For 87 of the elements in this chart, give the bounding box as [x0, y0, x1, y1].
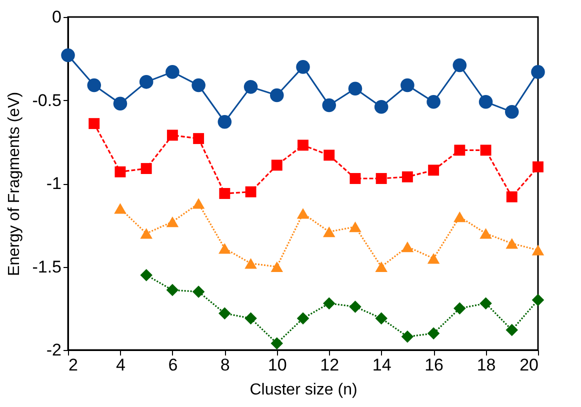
point	[349, 300, 362, 313]
point	[218, 307, 231, 320]
point	[401, 241, 414, 252]
point	[192, 198, 205, 209]
point	[532, 294, 544, 306]
point	[166, 65, 180, 79]
point	[296, 60, 310, 74]
point	[375, 312, 388, 324]
x-tick-label: 12	[320, 356, 340, 374]
x-tick-label: 16	[424, 356, 444, 374]
point	[139, 75, 154, 89]
point	[478, 95, 493, 109]
point	[454, 144, 466, 156]
point	[244, 312, 257, 324]
point	[218, 115, 232, 129]
point	[454, 211, 466, 222]
point	[114, 203, 126, 214]
y-tick-label: 0	[52, 8, 62, 26]
point	[480, 144, 492, 156]
point	[480, 297, 492, 310]
y-axis-title: Energy of Fragments (eV)	[6, 92, 24, 276]
point	[193, 133, 204, 144]
point	[166, 284, 179, 296]
y-tick-label: -1	[46, 174, 62, 193]
point	[374, 100, 388, 114]
point	[219, 188, 230, 199]
x-tick-label: 20	[520, 356, 538, 374]
x-tick-label: 2	[68, 356, 78, 374]
point	[401, 330, 414, 343]
point	[454, 302, 466, 314]
point	[296, 312, 310, 324]
point	[166, 130, 178, 141]
point	[531, 65, 545, 79]
point	[452, 58, 467, 72]
point	[140, 268, 152, 282]
point	[87, 78, 102, 92]
x-tick-label: 4	[116, 356, 126, 374]
point	[271, 160, 282, 171]
point	[270, 88, 284, 102]
point	[400, 78, 414, 92]
point	[322, 226, 336, 238]
point	[506, 191, 518, 202]
point	[348, 82, 362, 96]
x-tick-label: 8	[220, 356, 230, 374]
point	[113, 96, 128, 110]
point	[322, 98, 336, 112]
point	[140, 228, 152, 239]
point	[88, 118, 100, 130]
point	[61, 48, 75, 62]
point	[504, 105, 519, 119]
point	[140, 163, 152, 174]
y-tick-label: -2	[46, 340, 62, 360]
point	[324, 150, 335, 161]
x-tick-label: 14	[372, 356, 392, 374]
point	[244, 258, 257, 269]
point	[298, 140, 308, 151]
point	[244, 80, 258, 94]
x-tick-label: 6	[168, 356, 178, 374]
point	[218, 243, 231, 254]
point	[375, 261, 388, 272]
point	[296, 208, 310, 219]
point	[506, 324, 518, 336]
x-tick-label: 10	[268, 356, 287, 374]
point	[166, 216, 179, 228]
point	[270, 337, 284, 350]
point	[480, 228, 492, 239]
point	[192, 78, 206, 92]
point	[532, 161, 544, 172]
point	[506, 238, 518, 249]
point	[402, 171, 413, 182]
point	[114, 166, 126, 178]
y-tick-label: -1.5	[32, 257, 62, 276]
point	[245, 186, 256, 198]
x-tick-label: 18	[476, 356, 496, 374]
point	[428, 164, 440, 176]
point	[532, 244, 544, 256]
point	[350, 173, 361, 184]
point	[427, 327, 440, 340]
point	[376, 173, 387, 184]
point	[349, 221, 362, 232]
point	[270, 261, 284, 272]
x-axis-title: Cluster size (n)	[250, 382, 358, 398]
point	[192, 286, 205, 298]
point	[427, 253, 440, 264]
point	[322, 297, 336, 310]
y-tick-label: -0.5	[32, 90, 62, 110]
point	[426, 95, 440, 109]
